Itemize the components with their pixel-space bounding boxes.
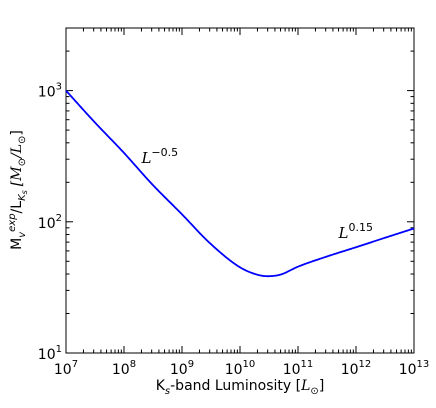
tick-marks (65, 28, 415, 354)
annotation-exponent: −0.5 (151, 146, 178, 159)
y-axis-label-group: Mvexp/LKs[M⊙/L⊙] (7, 130, 29, 250)
annotation-exponent: 0.15 (349, 221, 374, 234)
y-tick-labels: 101 102 103 (38, 82, 62, 363)
x-tick-labels: 107 108 109 1010 1011 1012 1013 (54, 359, 429, 378)
annotation-slope-low: L−0.5 (140, 146, 178, 167)
x-tick-label: 1011 (283, 359, 314, 378)
x-tick-label: 1013 (399, 359, 430, 378)
x-axis-label: Ks-band Luminosity [L⊙] (156, 378, 325, 397)
x-tick-label: 1012 (341, 359, 372, 378)
y-tick-label: 102 (38, 213, 62, 232)
plot-frame (65, 27, 415, 354)
x-tick-label: 108 (112, 359, 136, 378)
series-line (65, 89, 415, 278)
y-tick-label: 101 (38, 344, 62, 363)
x-tick-label: 1010 (225, 359, 256, 378)
y-tick-label: 103 (38, 82, 62, 101)
x-tick-label: 107 (54, 359, 78, 378)
annotation-slope-high: L0.15 (338, 221, 373, 242)
annotation-base: L (338, 224, 349, 242)
annotation-base: L (140, 149, 151, 167)
x-tick-label: 109 (170, 359, 194, 378)
y-axis-label: Mvexp/LKs[M⊙/L⊙] (7, 130, 29, 250)
